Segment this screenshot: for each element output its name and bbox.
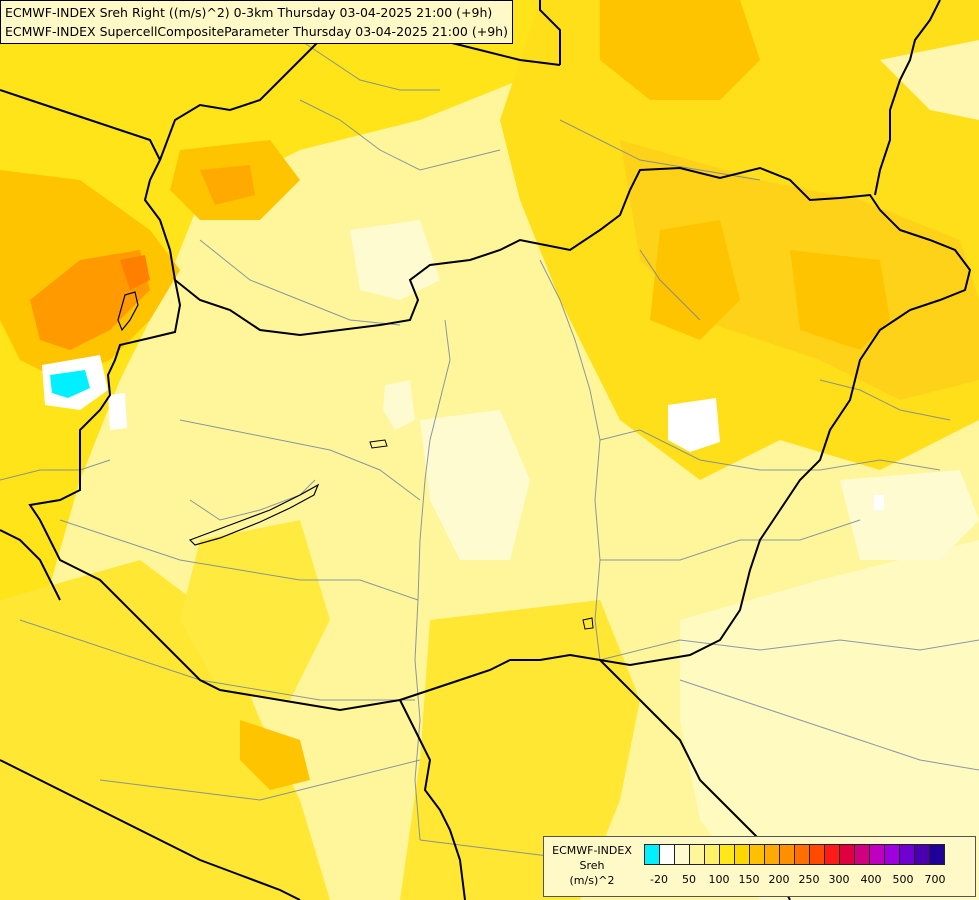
field-zone-yellow-southwest (0, 560, 330, 900)
legend-swatch (734, 844, 750, 865)
field-zone-pale-north-east (880, 40, 979, 120)
legend-label-line-2: Sreh (579, 859, 605, 872)
legend-tick-label: 100 (708, 873, 730, 886)
field-zone-pale-island (383, 380, 415, 430)
legend-label: ECMWF-INDEX Sreh (m/s)^2 (544, 843, 640, 888)
legend-tick-label: 300 (828, 873, 850, 886)
legend-swatch (704, 844, 720, 865)
field-zone-orange-east (650, 220, 740, 340)
field-zone-pale-southeast (680, 540, 979, 900)
legend-swatch (929, 844, 945, 865)
legend-swatch (809, 844, 825, 865)
legend-swatch (884, 844, 900, 865)
legend-ticks: -20 50 100 150 200 250 300 400 500 700 (644, 873, 974, 889)
field-zone-orange-north-core (200, 165, 255, 205)
legend-swatch (854, 844, 870, 865)
legend-tick-label: -20 (650, 873, 668, 886)
legend-swatch (869, 844, 885, 865)
legend-tick-label: 250 (798, 873, 820, 886)
field-zone-yellow-center (180, 520, 330, 700)
legend-swatch (839, 844, 855, 865)
legend-tick-label: 50 (682, 873, 696, 886)
color-legend: ECMWF-INDEX Sreh (m/s)^2 -20 50 100 150 200 2… (543, 836, 976, 897)
field-zone-orange-west-peak (120, 255, 150, 290)
field-zone-pale-center (420, 410, 530, 560)
field-zone-orange-east-2 (790, 250, 890, 350)
lake-balaton (188, 483, 320, 546)
field-zone-yellow-west (0, 0, 540, 700)
legend-swatch (914, 844, 930, 865)
legend-swatch (749, 844, 765, 865)
legend-swatch (779, 844, 795, 865)
legend-tick-label: 400 (860, 873, 882, 886)
field-zone-white-west-2 (108, 393, 127, 430)
legend-swatch (689, 844, 705, 865)
field-zone-pale-north (350, 220, 440, 300)
legend-swatch (674, 844, 690, 865)
legend-tick-label: 200 (768, 873, 790, 886)
map-title-line-1: ECMWF-INDEX Sreh Right ((m/s)^2) 0-3km T… (5, 5, 493, 20)
legend-label-line-3: (m/s)^2 (569, 874, 615, 887)
field-zone-orange-northeast (600, 0, 760, 100)
field-zone-orange-west-core (30, 250, 150, 350)
legend-tick-label: 700 (924, 873, 946, 886)
legend-swatch (764, 844, 780, 865)
field-zone-yellow-south (400, 600, 640, 900)
legend-label-line-1: ECMWF-INDEX (552, 844, 632, 857)
field-zone-white-east (668, 398, 720, 452)
map-title-line-2: ECMWF-INDEX SupercellCompositeParameter … (5, 24, 508, 39)
legend-tick-label: 150 (738, 873, 760, 886)
lake-small-south (582, 617, 594, 630)
field-zone-cyan-west (50, 370, 90, 398)
legend-swatch (899, 844, 915, 865)
field-zone-pale-east (840, 470, 979, 560)
legend-swatch (719, 844, 735, 865)
field-zone-orange-southwest (240, 720, 310, 790)
legend-tick-label: 500 (892, 873, 914, 886)
map-title-box: ECMWF-INDEX Sreh Right ((m/s)^2) 0-3km T… (0, 0, 513, 44)
field-zone-white-east-2 (874, 495, 884, 510)
legend-swatch (659, 844, 675, 865)
legend-swatch (824, 844, 840, 865)
legend-swatches (644, 844, 945, 865)
legend-swatch (644, 844, 660, 865)
legend-swatch (794, 844, 810, 865)
rivers (0, 39, 979, 881)
lake-small-center (369, 439, 388, 449)
lake-neusiedl (117, 291, 139, 332)
